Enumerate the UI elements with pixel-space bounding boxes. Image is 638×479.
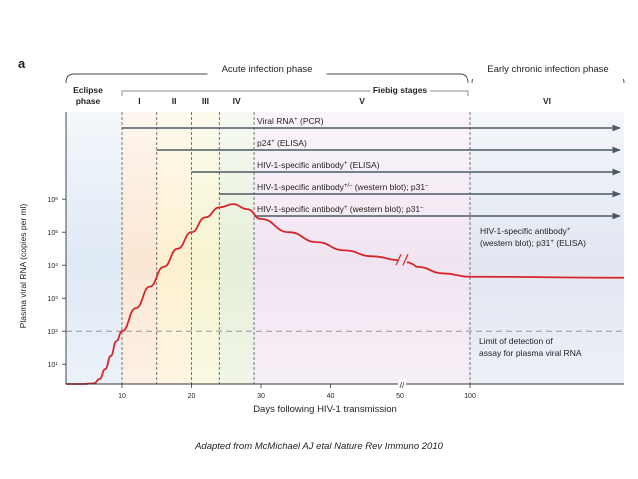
label-mask [467, 67, 629, 79]
viral-load-curve [65, 203, 625, 385]
stage-label-eclipse-phase: Eclipse [73, 85, 103, 95]
x-tick-label: 100 [464, 393, 476, 400]
x-tick-label: 40 [327, 393, 335, 400]
fiebig-bracket [121, 90, 469, 96]
stage-label-iv: IV [233, 96, 241, 106]
stage-band-eclipse-phase [66, 112, 122, 384]
x-axis-break: // [400, 380, 405, 390]
stage-band-vi [470, 112, 624, 384]
detection-limit-label: assay for plasma viral RNA [479, 348, 582, 358]
y-tick-label: 106 [47, 196, 58, 205]
curve-break-mask [398, 252, 407, 267]
assay-label: p24+ (ELISA) [257, 138, 307, 148]
stage-band-v [254, 112, 470, 384]
stage-label-ii: II [172, 96, 177, 106]
x-axis-label: Days following HIV-1 transmission [253, 404, 397, 415]
x-tick-label: 30 [257, 393, 265, 400]
stage6-note-line1: HIV-1-specific antibody+ [480, 226, 571, 236]
y-tick-label: 104 [47, 262, 58, 271]
acute-phase-label: Acute infection phase [222, 64, 313, 75]
stage-band-i [122, 112, 157, 384]
chronic-phase-label: Early chronic infection phase [487, 64, 608, 75]
viral-load-series [65, 203, 625, 385]
phase-headers: a Acute infection phase Early chronic inf… [18, 56, 629, 106]
label-mask [370, 85, 430, 95]
stage-label-v: V [359, 96, 365, 106]
stage-band-ii [156, 112, 192, 384]
y-tick-label: 101 [47, 361, 58, 370]
stage-dividers: Limit of detection of assay for plasma vi… [66, 112, 624, 384]
stage-label-i: I [138, 96, 140, 106]
panel-label: a [18, 56, 26, 71]
stage-label-iii: III [202, 96, 209, 106]
x-tick-label: 50 [396, 393, 404, 400]
stage-bands [66, 112, 624, 384]
figure-caption: Adapted from McMichael AJ etal Nature Re… [195, 441, 443, 452]
y-tick-label: 102 [47, 328, 58, 337]
assay-label: HIV-1-specific antibody+ (ELISA) [257, 160, 380, 170]
curve-break-mark [402, 254, 409, 266]
axis-break-mask [398, 379, 406, 389]
assay-label: HIV-1-specific antibody+/– (western blot… [257, 182, 429, 192]
y-axis-label: Plasma viral RNA (copies per ml) [18, 203, 28, 328]
x-tick-label: 10 [118, 393, 126, 400]
hiv-viral-load-chart: Limit of detection of assay for plasma vi… [18, 56, 629, 415]
assay-label: Viral RNA+ (PCR) [257, 116, 324, 126]
stage-band-iv [219, 112, 255, 384]
stage6-note-line2: (western blot); p31+ (ELISA) [480, 238, 586, 248]
curve-break-mark [395, 254, 402, 266]
fiebig-title: Fiebig stages [373, 85, 428, 95]
stage-band-iii [191, 112, 220, 384]
y-tick-label: 105 [47, 229, 58, 238]
label-mask [207, 67, 327, 79]
detection-limit-label: Limit of detection of [479, 336, 553, 346]
assay-arrows: Viral RNA+ (PCR) p24+ (ELISA) HIV-1-specif… [122, 116, 621, 248]
axes: 10 20 30 40 50 100 101 102 103 104 105 106 // [47, 112, 624, 400]
stage-label-vi: VI [543, 96, 551, 106]
y-tick-label: 103 [47, 295, 58, 304]
x-tick-label: 20 [188, 393, 196, 400]
stage-label-eclipse-phase: phase [76, 96, 101, 106]
assay-label: HIV-1-specific antibody+ (western blot);… [257, 204, 424, 214]
